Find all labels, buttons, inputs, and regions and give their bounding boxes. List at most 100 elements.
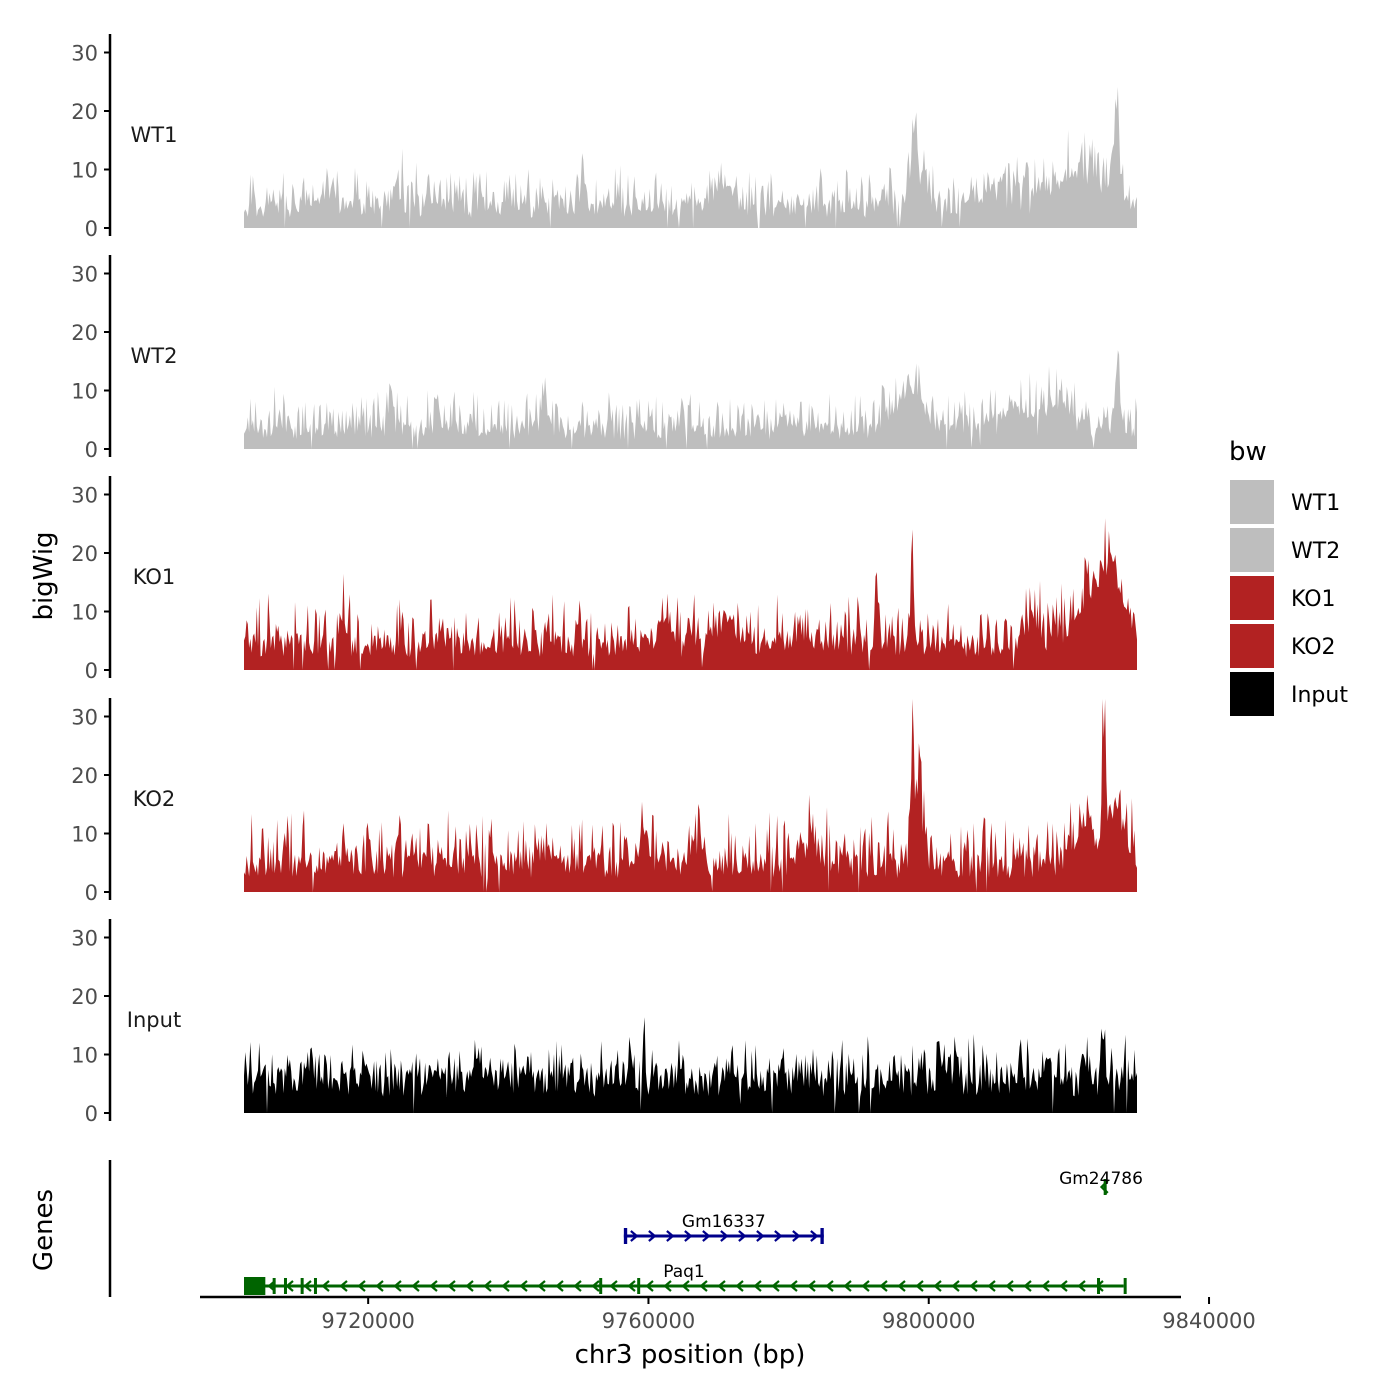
track-ko1: 0 10 20 30 KO1 — [71, 476, 1137, 683]
strand-arrow — [915, 1280, 924, 1292]
legend-entry-input: Input — [1230, 672, 1348, 716]
strand-arrow — [339, 1280, 348, 1292]
y-tick-label: 20 — [71, 985, 98, 1009]
legend: bw WT1 WT2 KO1 KO2 Input — [1229, 437, 1348, 716]
exon — [1103, 1179, 1107, 1195]
legend-swatch — [1230, 624, 1274, 668]
strand-arrow — [861, 1280, 870, 1292]
y-tick-label: 10 — [71, 159, 98, 183]
x-tick-label: 9720000 — [321, 1309, 415, 1333]
track-label: Input — [127, 1008, 181, 1032]
y-tick-label: 10 — [71, 380, 98, 404]
legend-title: bw — [1229, 437, 1267, 467]
legend-label: KO2 — [1291, 635, 1336, 660]
y-tick-label: 0 — [85, 1102, 98, 1126]
signal-area-wt1 — [244, 86, 1137, 229]
strand-arrow — [684, 1230, 693, 1242]
strand-arrow — [429, 1280, 438, 1292]
strand-arrow — [735, 1280, 744, 1292]
y-tick-label: 0 — [85, 659, 98, 683]
strand-arrow — [1077, 1280, 1086, 1292]
y-tick-label: 30 — [71, 263, 98, 287]
legend-swatch — [1230, 480, 1274, 524]
legend-label: WT2 — [1291, 539, 1340, 564]
strand-arrow — [933, 1280, 942, 1292]
strand-arrow — [411, 1280, 420, 1292]
strand-arrow — [1095, 1280, 1104, 1292]
strand-arrow — [447, 1280, 456, 1292]
strand-arrow — [483, 1280, 492, 1292]
exon — [313, 1278, 317, 1294]
y-tick-label: 0 — [85, 438, 98, 462]
strand-arrow — [810, 1230, 819, 1242]
strand-arrow — [807, 1280, 816, 1292]
signal-area-ko2 — [244, 699, 1137, 892]
legend-swatch — [1230, 528, 1274, 572]
exon — [244, 1277, 266, 1295]
exon — [272, 1278, 276, 1294]
track-label: KO2 — [133, 787, 176, 811]
strand-arrow — [555, 1280, 564, 1292]
gene-paq1: Paq1 — [244, 1262, 1127, 1295]
strand-arrow — [951, 1280, 960, 1292]
strand-arrow — [519, 1280, 528, 1292]
y-tick-label: 10 — [71, 823, 98, 847]
strand-arrow — [825, 1280, 834, 1292]
strand-arrow — [393, 1280, 402, 1292]
y-tick-label: 10 — [71, 1044, 98, 1068]
legend-label: WT1 — [1291, 491, 1340, 516]
legend-label: Input — [1291, 683, 1348, 708]
track-wt1: 0 10 20 30 WT1 — [71, 34, 1137, 241]
gene-label: Gm24786 — [1059, 1169, 1143, 1189]
strand-arrow — [591, 1280, 600, 1292]
track-label: WT1 — [131, 123, 178, 147]
strand-arrow — [720, 1230, 729, 1242]
strand-arrow — [573, 1280, 582, 1292]
strand-arrow — [501, 1280, 510, 1292]
legend-label: KO1 — [1291, 587, 1336, 612]
strand-arrow — [609, 1280, 618, 1292]
track-label: WT2 — [131, 344, 178, 368]
x-tick-label: 9760000 — [602, 1309, 696, 1333]
exon — [1097, 1278, 1101, 1294]
signal-tracks: 0 10 20 30 WT1 0 10 20 30 WT2 0 10 20 30 KO1 0 10 20 30 KO2… — [71, 34, 1137, 1126]
exon — [300, 1278, 304, 1294]
strand-arrow — [357, 1280, 366, 1292]
track-label: KO1 — [133, 565, 176, 589]
signal-area-input — [244, 1017, 1137, 1113]
exon — [1123, 1278, 1127, 1294]
legend-entry-wt1: WT1 — [1230, 480, 1340, 524]
y-tick-label: 20 — [71, 321, 98, 345]
strand-arrow — [753, 1280, 762, 1292]
strand-arrow — [843, 1280, 852, 1292]
strand-arrow — [897, 1280, 906, 1292]
strand-arrow — [774, 1230, 783, 1242]
strand-arrow — [285, 1280, 294, 1292]
exon — [637, 1278, 641, 1294]
strand-arrow — [1005, 1280, 1014, 1292]
strand-arrow — [771, 1280, 780, 1292]
genes-track-label: Genes — [29, 1189, 59, 1271]
x-axis-title: chr3 position (bp) — [575, 1340, 806, 1370]
strand-arrow — [879, 1280, 888, 1292]
y-tick-label: 30 — [71, 484, 98, 508]
y-tick-label: 10 — [71, 601, 98, 625]
y-tick-label: 30 — [71, 706, 98, 730]
strand-arrow — [303, 1280, 312, 1292]
strand-arrow — [465, 1280, 474, 1292]
y-tick-label: 20 — [71, 100, 98, 124]
strand-arrow — [375, 1280, 384, 1292]
gene-label: Gm16337 — [682, 1212, 766, 1232]
gene-gm24786: Gm24786 — [1059, 1169, 1143, 1195]
strand-arrow — [987, 1280, 996, 1292]
strand-arrow — [1023, 1280, 1032, 1292]
strand-arrow — [756, 1230, 765, 1242]
y-tick-label: 30 — [71, 927, 98, 951]
y-tick-label: 20 — [71, 764, 98, 788]
signal-area-wt2 — [244, 350, 1137, 449]
strand-arrow — [681, 1280, 690, 1292]
strand-arrow — [321, 1280, 330, 1292]
exon — [599, 1278, 603, 1294]
signal-area-ko1 — [244, 518, 1137, 670]
